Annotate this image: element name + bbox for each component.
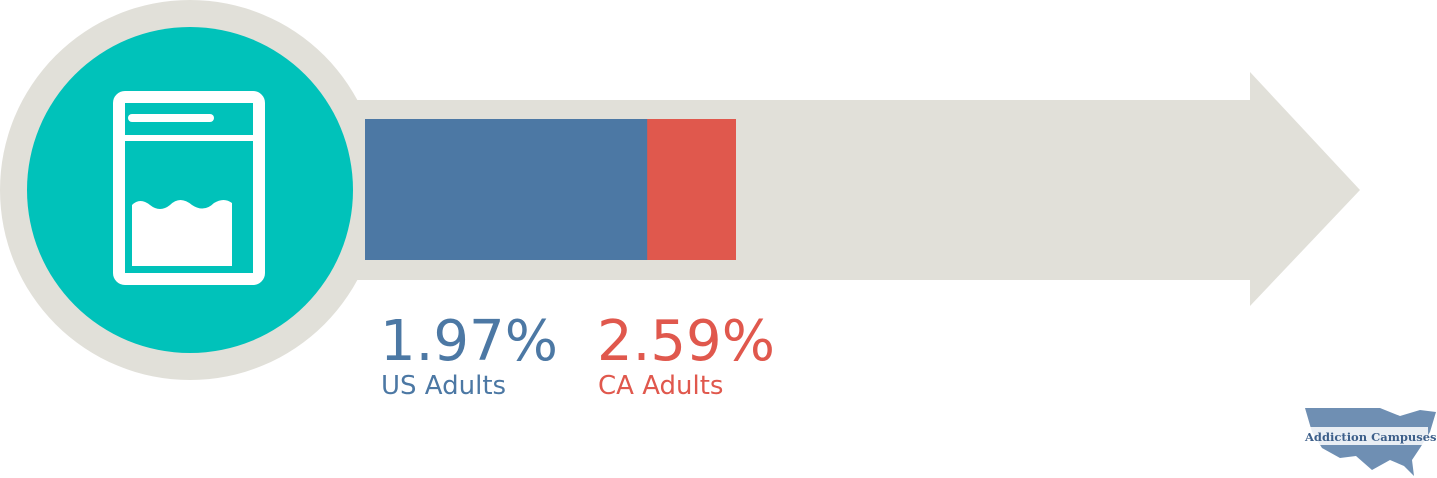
icon [113,91,265,285]
logo: Addiction Campuses [1300,408,1437,476]
bar [365,119,648,260]
category-label: CA Adults [598,371,723,401]
value-label: 1.97% [380,309,558,374]
icon-circle [27,27,353,353]
category-label: US Adults [381,371,506,401]
value-label: 2.59% [597,309,775,374]
bars [365,119,736,260]
brand: Addiction Campuses [1304,430,1437,444]
